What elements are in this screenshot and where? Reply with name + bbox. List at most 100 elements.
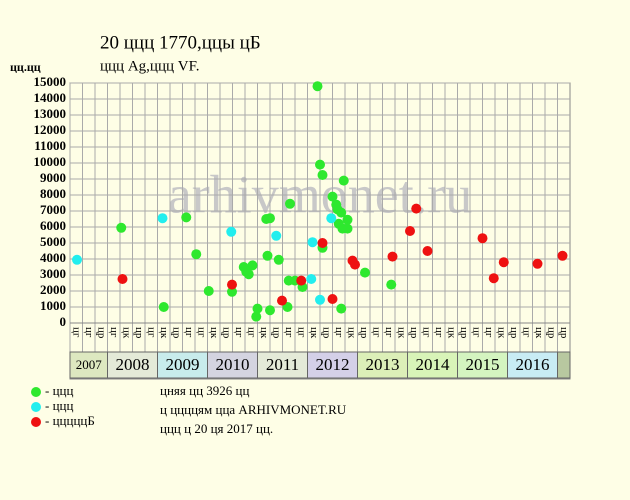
point <box>203 286 214 296</box>
point <box>306 274 317 284</box>
year-label: 2009 <box>166 355 200 374</box>
column-label: цк <box>258 327 270 339</box>
point <box>327 191 338 202</box>
year-label: 2007 <box>76 357 103 372</box>
y-tick-label: 0 <box>60 314 67 329</box>
note: ццц ц 20 ця 2017 цц. <box>160 421 273 436</box>
point <box>315 159 325 170</box>
point <box>327 294 338 304</box>
point <box>315 294 325 305</box>
year-cell <box>457 351 508 379</box>
y-tick-label: 1000 <box>40 298 66 313</box>
column-label: цг <box>233 327 245 338</box>
point <box>342 214 353 225</box>
point <box>181 212 192 223</box>
y-tick-label: 13000 <box>34 106 67 121</box>
point <box>342 223 353 234</box>
legend-marker <box>31 417 41 427</box>
column-label: цг <box>333 327 345 338</box>
year-cell <box>207 351 258 379</box>
point <box>312 81 323 92</box>
column-label: цк <box>496 327 508 339</box>
y-tick-label: 14000 <box>34 90 67 105</box>
point <box>227 279 237 290</box>
point <box>273 254 284 265</box>
point <box>422 246 433 256</box>
point <box>265 305 275 316</box>
point <box>350 259 360 270</box>
point <box>488 273 499 284</box>
point <box>307 237 318 248</box>
point <box>336 207 347 218</box>
point <box>317 170 328 180</box>
column-label: цр <box>558 327 570 339</box>
column-label: цр <box>271 327 283 339</box>
column-label: цр <box>133 327 145 339</box>
point <box>226 226 237 237</box>
year-cell <box>507 351 558 379</box>
column-label: цк <box>308 327 320 339</box>
year-cell <box>157 351 208 379</box>
column-label: цг <box>433 327 445 338</box>
y-tick-label: 8000 <box>40 186 66 201</box>
y-tick-label: 15000 <box>34 74 67 89</box>
y-tick-label: 11000 <box>34 138 66 153</box>
point <box>296 275 307 286</box>
column-label: цр <box>171 327 183 339</box>
point <box>277 295 287 306</box>
chart-title: 20 ццц 1770,ццы цБ <box>100 32 261 53</box>
column-label: цг <box>383 327 395 338</box>
column-label: цр <box>321 327 333 339</box>
year-cell <box>557 351 571 379</box>
y-tick-label: 2000 <box>40 282 66 297</box>
year-label: 2012 <box>316 355 350 374</box>
point <box>117 274 128 284</box>
column-label: цк <box>533 327 545 339</box>
year-cell <box>107 351 158 379</box>
y-tick-label: 10000 <box>34 154 67 169</box>
year-label: 2014 <box>416 355 451 374</box>
point <box>262 250 273 261</box>
point <box>405 226 415 236</box>
year-label: 2015 <box>466 355 500 374</box>
column-label: цг <box>246 327 258 338</box>
column-label: цк <box>396 327 408 339</box>
year-label: 2010 <box>216 355 250 374</box>
column-label: цг <box>108 327 120 338</box>
year-label: 2011 <box>266 355 299 374</box>
point <box>317 238 328 248</box>
point <box>271 230 282 241</box>
point <box>498 257 509 268</box>
point <box>387 251 398 262</box>
point <box>251 311 262 322</box>
point <box>338 175 349 186</box>
y-tick-label: 7000 <box>40 202 66 217</box>
column-label: цр <box>96 327 108 339</box>
point <box>191 249 202 260</box>
column-label: цг <box>296 327 308 338</box>
legend-label: - цццццБ <box>45 413 95 428</box>
point <box>116 222 127 233</box>
column-label: цг <box>483 327 495 338</box>
point <box>158 302 169 312</box>
y-tick-label: 5000 <box>40 234 66 249</box>
legend-label: - ццц <box>45 383 73 398</box>
column-label: цр <box>508 327 520 339</box>
point <box>326 213 337 224</box>
legend-marker <box>31 387 41 397</box>
year-cell <box>257 351 308 379</box>
year-cell <box>357 351 408 379</box>
column-label: цг <box>421 327 433 338</box>
column-label: цг <box>83 327 95 338</box>
point <box>360 267 370 278</box>
column-label: цр <box>546 327 558 339</box>
year-cell <box>307 351 358 379</box>
column-label: цк <box>121 327 133 339</box>
point <box>227 286 237 297</box>
y-axis-label: цц.цц <box>10 60 41 74</box>
point <box>386 279 397 290</box>
year-label: 2008 <box>116 355 150 374</box>
point <box>532 258 543 269</box>
y-tick-label: 12000 <box>34 122 67 137</box>
note: ц ццццям цца ARHIVMONET.RU <box>160 402 347 417</box>
